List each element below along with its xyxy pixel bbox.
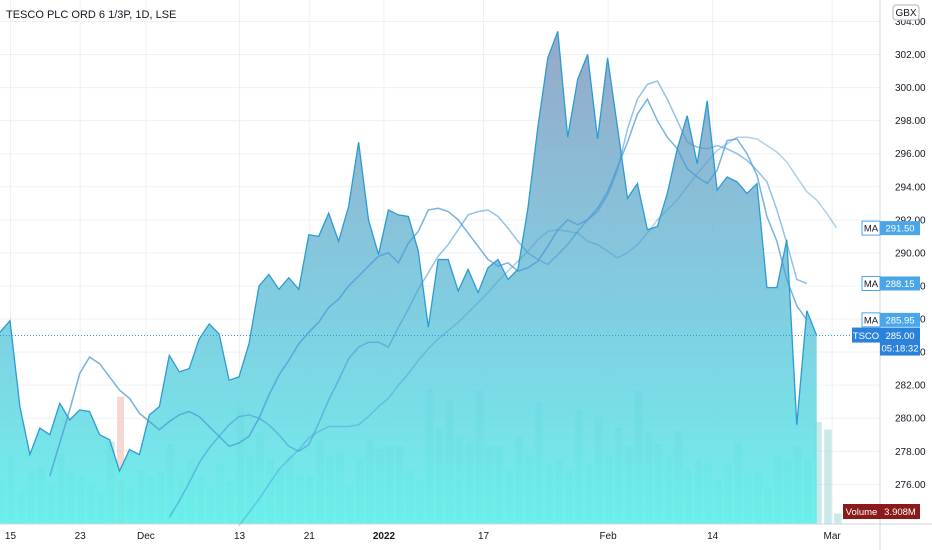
price-area-fill [0, 31, 817, 525]
price-tick-label: 298.00 [895, 116, 926, 127]
price-area [0, 31, 817, 525]
ma-tag-label: MA [864, 315, 879, 326]
ma-line-1 [49, 97, 808, 477]
time-axis[interactable]: 15 23 Dec 13 21 2022 17 Feb 14 Mar [5, 531, 842, 542]
time-tick-label: 14 [707, 531, 719, 542]
price-tick-label: 276.00 [895, 480, 926, 491]
volume-bar [824, 429, 832, 524]
ma-tag-label: MA [864, 279, 879, 290]
volume-bar [117, 396, 125, 470]
volume-tag-value: 3.908M [884, 507, 916, 518]
last-price-value-box [880, 327, 920, 356]
volume-tag-label-box [843, 504, 880, 519]
time-tick-label: Feb [599, 531, 617, 542]
currency-label: GBX [895, 8, 916, 19]
price-tick-label: 294.00 [895, 182, 926, 193]
price-tick-label: 290.00 [895, 248, 926, 259]
moving-averages [49, 80, 838, 527]
price-line [0, 31, 818, 473]
price-tick-label: 296.00 [895, 149, 926, 160]
last-price-countdown: 05:18:32 [882, 344, 919, 355]
ma-tag-label: MA [864, 224, 879, 235]
ma-tag-value: 291.50 [885, 224, 914, 235]
ma-tag-value-box [880, 221, 920, 236]
volume-tag: Volume 3.908M [843, 504, 920, 519]
ma-tag-3: MA 291.50 [861, 220, 920, 236]
currency-badge[interactable]: GBX [892, 4, 920, 21]
ma-tag-value: 285.95 [885, 315, 914, 326]
chart-title: TESCO PLC ORD 6 1/3P, 1D, LSE [6, 9, 176, 21]
ma-tag-2: MA 288.15 [861, 275, 920, 291]
price-axis[interactable]: 276.00278.00280.00282.00284.00286.00288.… [895, 17, 926, 491]
time-tick-label: Dec [137, 531, 155, 542]
price-tick-label: 304.00 [895, 17, 926, 28]
price-tick-label: 280.00 [895, 414, 926, 425]
time-tick-label: 13 [234, 531, 246, 542]
ma-tag-value-box [880, 276, 920, 291]
ma-line-3 [238, 136, 838, 527]
last-price-symbol: TSCO [853, 331, 879, 342]
last-price-symbol-box [852, 327, 880, 343]
price-tick-label: 278.00 [895, 447, 926, 458]
time-tick-label: 17 [478, 531, 490, 542]
price-tick-label: 302.00 [895, 50, 926, 61]
price-tick-label: 292.00 [895, 215, 926, 226]
axis-tags: MA 285.95 MA 288.15 MA 291.50 TSCO 285.00 05:18:… [843, 220, 920, 519]
time-tick-label: Mar [824, 531, 842, 542]
time-tick-label: 15 [5, 531, 17, 542]
last-price-tag: TSCO 285.00 05:18:32 [852, 327, 920, 356]
currency-badge-box [892, 4, 920, 21]
volume-bar [814, 422, 822, 524]
time-tick-label: 21 [304, 531, 316, 542]
volume-tag-label: Volume [846, 507, 878, 518]
price-tick-label: 282.00 [895, 381, 926, 392]
volume-bar [834, 513, 842, 524]
price-line-group [0, 31, 880, 473]
ma-tag-value: 288.15 [885, 279, 914, 290]
ma-tag-1: MA 285.95 [861, 312, 920, 328]
time-tick-label: 23 [75, 531, 87, 542]
last-price-value: 285.00 [885, 331, 914, 342]
price-tick-label: 300.00 [895, 83, 926, 94]
time-tick-label: 2022 [373, 531, 396, 542]
ma-line-2 [168, 80, 808, 518]
ma-tag-value-box [880, 312, 920, 327]
volume-tag-value-box [880, 504, 920, 519]
